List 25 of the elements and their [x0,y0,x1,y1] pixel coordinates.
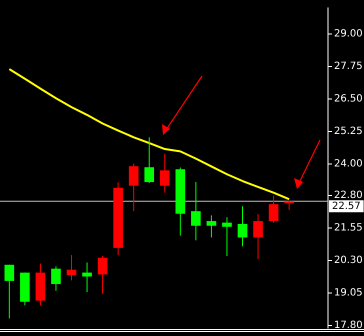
candlestick [66,254,76,281]
candlestick [238,206,248,247]
candlestick [222,216,232,256]
candlestick [82,262,92,293]
candlestick [144,136,154,184]
candlestick [191,182,201,241]
y-tick-label: 20.30 [334,254,363,266]
y-tick-label: 25.25 [334,126,363,138]
candlestick [268,195,278,224]
candlestick [206,214,216,238]
y-tick-label: 29.00 [334,28,363,40]
y-tick-label: 17.80 [334,320,363,331]
candlestick [51,266,61,292]
ref-line-label: 22.57 [332,200,361,212]
candlestick [160,153,170,194]
y-tick-label: 21.55 [334,222,363,234]
y-tick-label: 24.00 [334,158,363,170]
candlestick [128,163,139,212]
y-tick-label: 26.50 [334,94,363,105]
y-tick-label: 19.05 [334,287,363,298]
candlestick [4,264,14,319]
y-tick-label: 22.80 [334,190,363,201]
candlestick [253,214,263,260]
candlestick [98,255,108,294]
y-tick-label: 27.75 [334,61,363,72]
